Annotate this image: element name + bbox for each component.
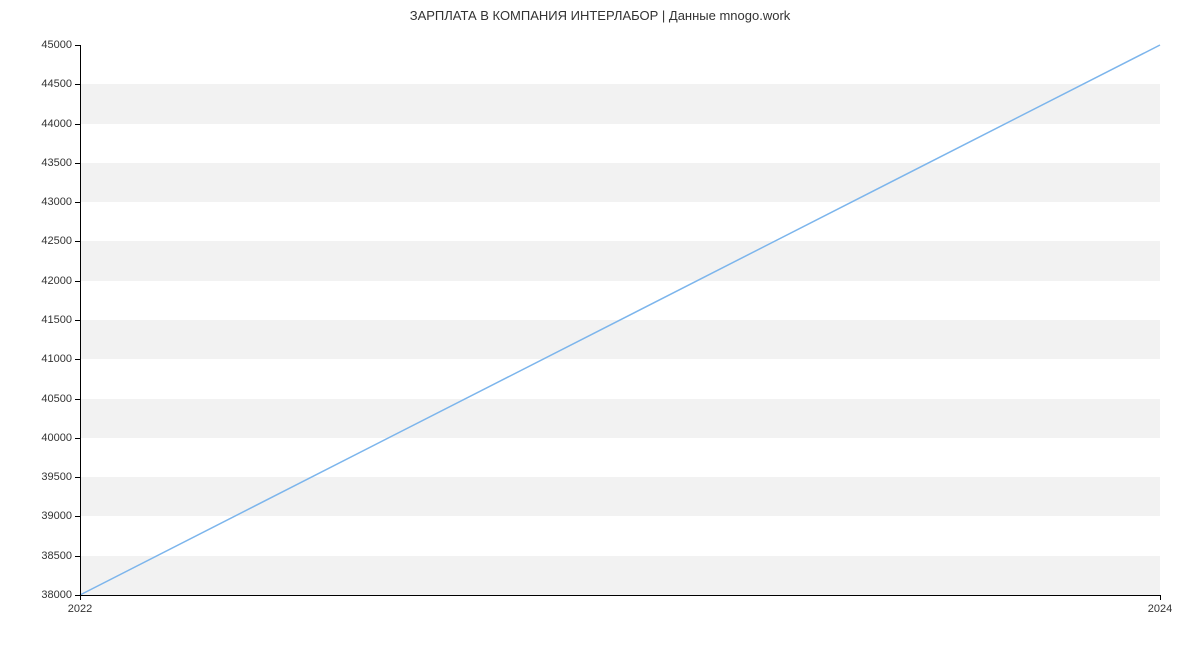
y-axis-tick-label: 45000 — [41, 39, 72, 51]
x-axis-line — [80, 595, 1160, 596]
y-axis-tick-label: 38500 — [41, 550, 72, 562]
x-axis-tick-label: 2022 — [68, 603, 92, 615]
salary-line-chart: ЗАРПЛАТА В КОМПАНИЯ ИНТЕРЛАБОР | Данные … — [0, 0, 1200, 650]
y-axis-tick-label: 42000 — [41, 275, 72, 287]
y-axis-line — [80, 45, 81, 595]
y-axis-tick-label: 43500 — [41, 157, 72, 169]
y-axis-tick-label: 42500 — [41, 235, 72, 247]
y-axis-tick-label: 43000 — [41, 196, 72, 208]
x-axis-tick-label: 2024 — [1148, 603, 1172, 615]
y-axis-tick-label: 40500 — [41, 393, 72, 405]
y-axis-tick-label: 38000 — [41, 589, 72, 601]
y-axis-tick-label: 44500 — [41, 78, 72, 90]
y-axis-tick-label: 40000 — [41, 432, 72, 444]
y-axis-tick-label: 39500 — [41, 471, 72, 483]
y-axis-tick-label: 39000 — [41, 510, 72, 522]
x-axis-tick-mark — [1160, 595, 1161, 600]
series-line-salary — [80, 45, 1160, 595]
chart-title: ЗАРПЛАТА В КОМПАНИЯ ИНТЕРЛАБОР | Данные … — [0, 8, 1200, 23]
y-axis-tick-label: 41500 — [41, 314, 72, 326]
y-axis-tick-label: 44000 — [41, 118, 72, 130]
plot-area: 3800038500390003950040000405004100041500… — [80, 45, 1160, 595]
y-axis-tick-label: 41000 — [41, 353, 72, 365]
line-layer — [80, 45, 1160, 595]
